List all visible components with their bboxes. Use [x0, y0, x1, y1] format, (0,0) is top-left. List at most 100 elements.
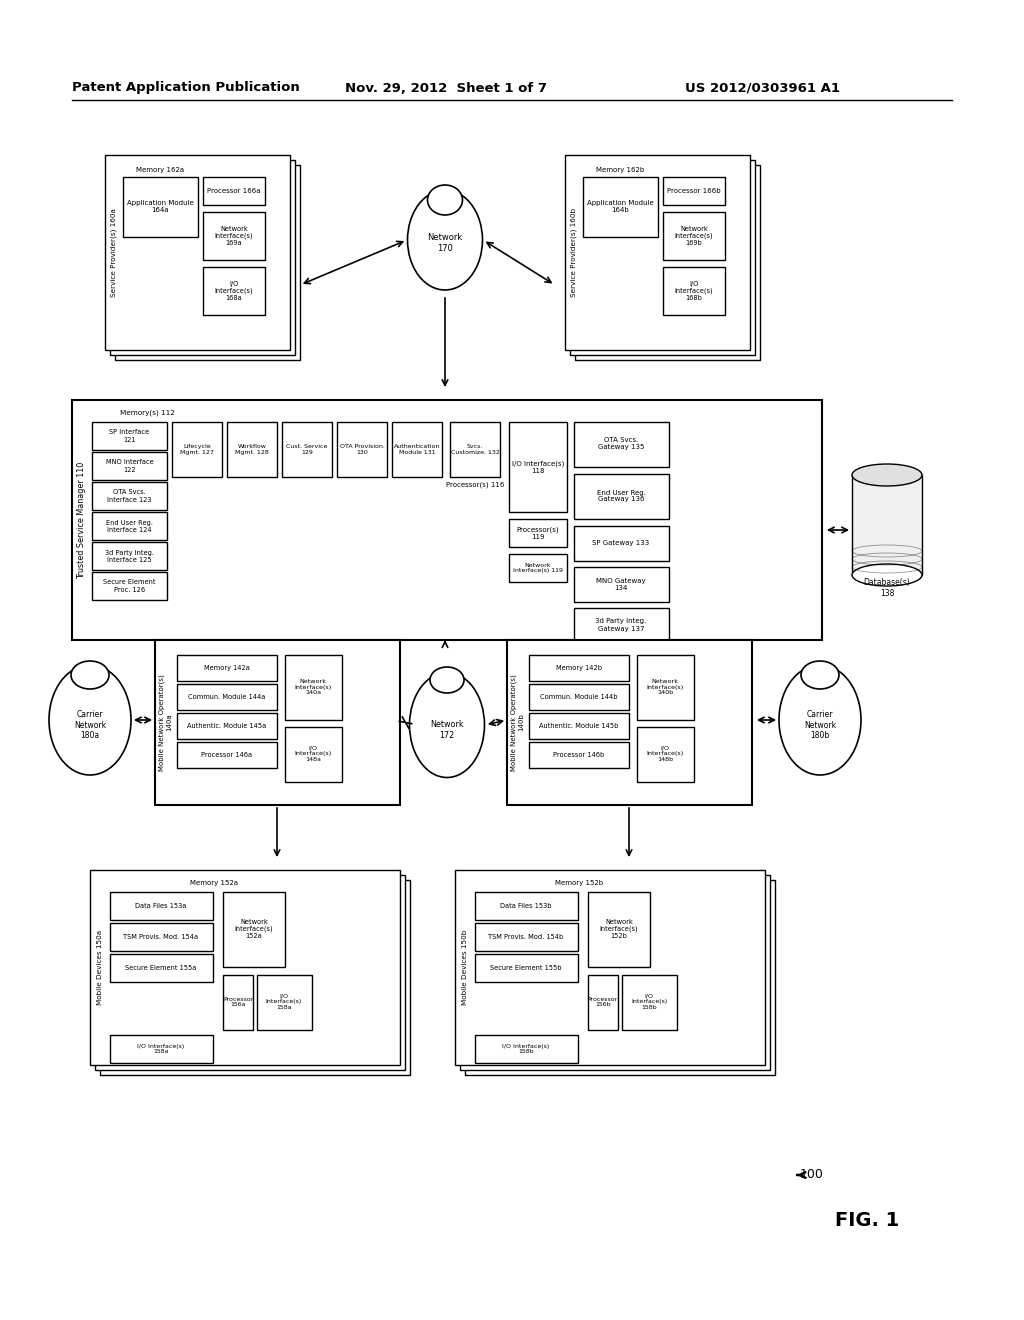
Bar — [509, 519, 567, 546]
Bar — [110, 892, 213, 920]
Text: Processor(s)
119: Processor(s) 119 — [517, 527, 559, 540]
Bar — [223, 975, 253, 1030]
Bar — [475, 923, 578, 950]
Bar — [72, 400, 822, 640]
Text: Mobile Network Operator(s)
140a: Mobile Network Operator(s) 140a — [159, 675, 172, 771]
Text: Processor
156b: Processor 156b — [588, 997, 618, 1007]
Text: I/O
Interface(s)
158b: I/O Interface(s) 158b — [631, 994, 667, 1010]
Text: Carrier
Network
180b: Carrier Network 180b — [804, 710, 836, 741]
Bar — [529, 713, 629, 739]
Ellipse shape — [430, 667, 464, 693]
Bar — [529, 655, 629, 681]
Bar — [177, 742, 278, 768]
Bar — [574, 422, 669, 467]
Bar — [570, 160, 755, 355]
Bar — [622, 975, 677, 1030]
Bar — [455, 870, 765, 1065]
Text: I/O
Interface(s)
148b: I/O Interface(s) 148b — [646, 746, 684, 762]
Text: Commun. Module 144b: Commun. Module 144b — [541, 694, 617, 700]
Text: Processor 166a: Processor 166a — [207, 187, 261, 194]
Text: Authentication
Module 131: Authentication Module 131 — [394, 444, 440, 455]
Bar — [172, 422, 222, 477]
Text: Authentic. Module 145a: Authentic. Module 145a — [187, 723, 266, 729]
Bar — [475, 954, 578, 982]
Text: Network
170: Network 170 — [427, 234, 463, 252]
Text: 3d Party Integ.
Interface 125: 3d Party Integ. Interface 125 — [105, 549, 154, 562]
Text: Cust. Service
129: Cust. Service 129 — [287, 444, 328, 455]
Bar — [100, 880, 410, 1074]
Text: FIG. 1: FIG. 1 — [835, 1210, 899, 1229]
Bar — [392, 422, 442, 477]
Bar — [663, 267, 725, 315]
Text: End User Reg.
Gateway 136: End User Reg. Gateway 136 — [597, 490, 645, 503]
Bar — [663, 177, 725, 205]
Text: Memory(s) 112: Memory(s) 112 — [120, 411, 174, 417]
Bar — [203, 213, 265, 260]
Text: 3d Party Integ.
Gateway 137: 3d Party Integ. Gateway 137 — [595, 619, 646, 631]
Text: TSM Provis. Mod. 154a: TSM Provis. Mod. 154a — [124, 935, 199, 940]
Text: OTA Svcs.
Interface 123: OTA Svcs. Interface 123 — [108, 490, 152, 503]
Bar — [92, 422, 167, 450]
Bar — [574, 568, 669, 602]
Bar — [852, 475, 922, 576]
Bar — [574, 609, 669, 643]
Ellipse shape — [49, 665, 131, 775]
Text: Network
Interface(s)
152b: Network Interface(s) 152b — [600, 919, 638, 940]
Ellipse shape — [852, 564, 922, 586]
Bar — [155, 640, 400, 805]
Bar — [637, 727, 694, 781]
Text: Memory 162a: Memory 162a — [136, 168, 184, 173]
Bar — [203, 177, 265, 205]
Bar — [92, 512, 167, 540]
Bar — [588, 975, 618, 1030]
Bar — [223, 892, 285, 968]
Bar — [588, 892, 650, 968]
Text: Network
Interface(s)
169b: Network Interface(s) 169b — [675, 226, 714, 247]
Text: Secure Element 155a: Secure Element 155a — [125, 965, 197, 972]
Text: Network
Interface(s)
169a: Network Interface(s) 169a — [215, 226, 253, 247]
Text: Memory 162b: Memory 162b — [596, 168, 644, 173]
Ellipse shape — [801, 661, 839, 689]
Text: Workflow
Mgmt. 128: Workflow Mgmt. 128 — [236, 444, 269, 455]
Bar — [257, 975, 312, 1030]
Text: Mobile Devices 150b: Mobile Devices 150b — [462, 929, 468, 1006]
Text: I/O
Interface(s)
158a: I/O Interface(s) 158a — [266, 994, 302, 1010]
Text: Data Files 153b: Data Files 153b — [501, 903, 552, 909]
Ellipse shape — [427, 185, 463, 215]
Bar — [574, 525, 669, 561]
Text: TSM Provis. Mod. 154b: TSM Provis. Mod. 154b — [488, 935, 563, 940]
Text: End User Reg.
Interface 124: End User Reg. Interface 124 — [106, 520, 153, 532]
Bar — [177, 655, 278, 681]
Text: Network
Interface(s)
152a: Network Interface(s) 152a — [234, 919, 273, 940]
Bar — [637, 655, 694, 719]
Text: I/O Interface(s)
158b: I/O Interface(s) 158b — [503, 1044, 550, 1055]
Bar — [282, 422, 332, 477]
Ellipse shape — [410, 672, 484, 777]
Text: Carrier
Network
180a: Carrier Network 180a — [74, 710, 106, 741]
Text: Processor 166b: Processor 166b — [668, 187, 721, 194]
Text: Application Module
164b: Application Module 164b — [587, 201, 653, 214]
Bar — [529, 684, 629, 710]
Bar — [475, 892, 578, 920]
Text: Network
172: Network 172 — [430, 721, 464, 739]
Text: Service Provider(s) 160b: Service Provider(s) 160b — [570, 209, 578, 297]
Bar — [110, 160, 295, 355]
Bar — [509, 554, 567, 582]
Text: Memory 142a: Memory 142a — [204, 665, 250, 671]
Bar — [574, 474, 669, 519]
Bar — [583, 177, 658, 238]
Bar — [337, 422, 387, 477]
Ellipse shape — [71, 661, 109, 689]
Bar — [95, 875, 406, 1071]
Bar — [177, 713, 278, 739]
Text: Network
Interface(s)
140a: Network Interface(s) 140a — [294, 678, 332, 696]
Bar — [460, 875, 770, 1071]
Text: Svcs.
Customize. 132: Svcs. Customize. 132 — [451, 444, 500, 455]
Bar — [465, 880, 775, 1074]
Text: Processor(s) 116: Processor(s) 116 — [445, 482, 504, 488]
Bar — [110, 923, 213, 950]
Text: MNO Interface
122: MNO Interface 122 — [105, 459, 154, 473]
Text: Nov. 29, 2012  Sheet 1 of 7: Nov. 29, 2012 Sheet 1 of 7 — [345, 82, 547, 95]
Bar — [565, 154, 750, 350]
Text: Memory 152a: Memory 152a — [190, 880, 238, 886]
